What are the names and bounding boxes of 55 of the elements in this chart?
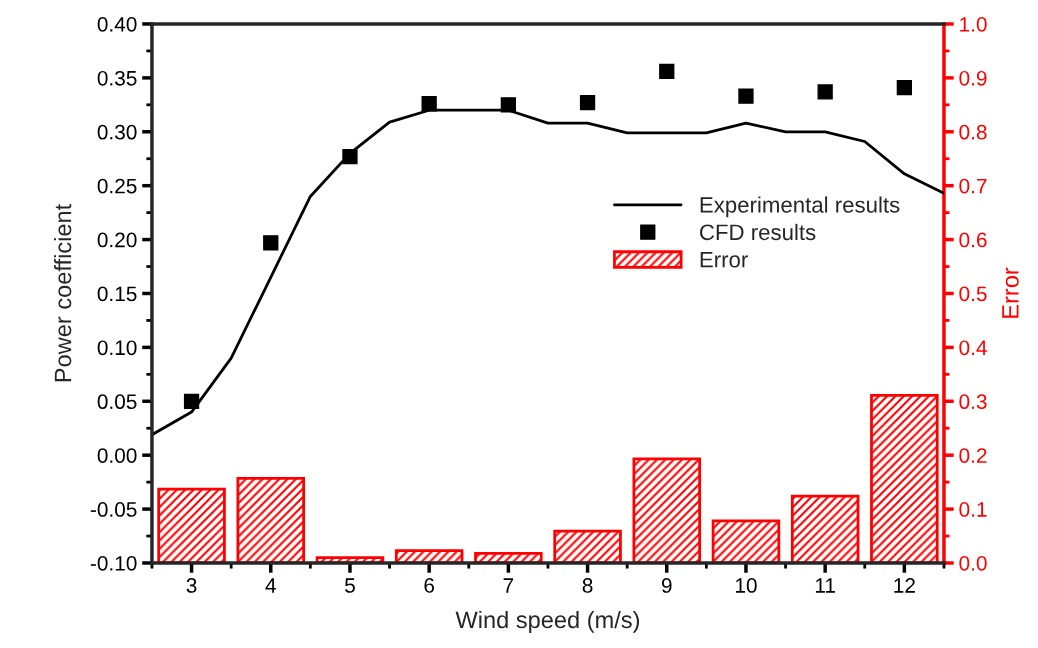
y2-tick-label: 0.6: [959, 232, 987, 248]
y2-axis-title: Error: [1002, 267, 1019, 318]
y2-tick-label: 1.0: [960, 16, 987, 32]
y-tick-label: 0.10: [97, 340, 137, 356]
point: [738, 88, 754, 104]
y-axis-title: Power coefficient: [54, 203, 72, 382]
x-tick-label: 3: [186, 578, 197, 593]
point: [500, 97, 517, 113]
y-tick-label: 0.15: [97, 286, 137, 302]
bar: [236, 476, 306, 563]
point: [579, 95, 596, 111]
point: [659, 63, 675, 80]
bar: [157, 487, 226, 563]
y-tick-label: -0.10: [90, 555, 137, 571]
y-tick-label: 0.35: [97, 70, 137, 86]
legend-label: Experimental results: [700, 196, 900, 218]
y-tick-label: 0.20: [97, 232, 137, 248]
point: [263, 235, 279, 251]
y2-tick-label: 0.5: [959, 286, 987, 302]
y2-tick-label: 0.7: [959, 178, 987, 194]
y2-tick-label: 0.8: [959, 124, 987, 140]
y2-tick-label: 0.0: [959, 555, 987, 571]
legend-label: Error: [700, 252, 748, 268]
x-axis-title: Wind speed (m/s): [455, 610, 639, 633]
x-tick-label: 12: [894, 578, 915, 593]
point: [817, 84, 833, 100]
point: [183, 393, 200, 409]
x-tick-label: 8: [582, 578, 593, 593]
x-tick-label: 5: [345, 578, 355, 593]
y-tick-label: -0.05: [90, 502, 137, 517]
bar: [870, 393, 939, 563]
y2-tick-label: 0.2: [959, 448, 987, 463]
x-tick-label: 7: [503, 578, 514, 593]
y2-tick-label: 0.1: [959, 502, 987, 517]
point: [896, 79, 912, 96]
x-tick-label: 10: [735, 578, 757, 593]
y2-tick-label: 0.4: [959, 340, 987, 356]
y-tick-label: 0.05: [97, 394, 137, 410]
bar: [790, 494, 860, 563]
bar: [711, 519, 781, 563]
y2-tick-label: 0.3: [959, 394, 987, 410]
x-tick-label: 6: [424, 578, 435, 593]
x-tick-label: 4: [265, 578, 276, 593]
y-tick-label: 0.25: [97, 178, 137, 194]
bar: [553, 529, 622, 563]
y-tick-label: 0.40: [97, 16, 137, 32]
y2-tick-label: 0.9: [959, 70, 987, 86]
point: [421, 96, 437, 112]
x-tick-label: 11: [815, 578, 835, 593]
y-tick-label: 0.30: [97, 124, 137, 140]
legend-label: CFD results: [700, 223, 816, 241]
point: [342, 148, 358, 165]
bar: [632, 457, 702, 563]
y-tick-label: 0.00: [97, 448, 137, 463]
x-tick-label: 9: [661, 578, 672, 593]
